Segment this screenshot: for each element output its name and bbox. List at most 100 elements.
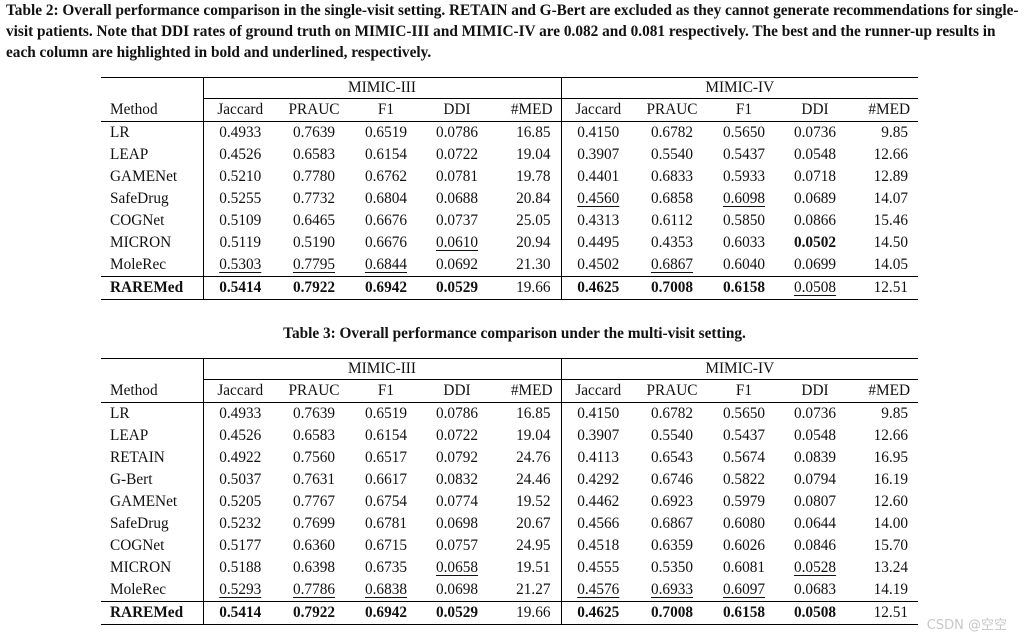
value-cell: 0.7922 <box>277 601 351 625</box>
value-cell: 0.3907 <box>560 425 635 447</box>
value-cell: 0.5303 <box>202 254 277 277</box>
value-cell: 14.07 <box>873 190 909 207</box>
value-cell: 0.6026 <box>722 537 766 554</box>
value-cell: 0.5822 <box>722 471 766 488</box>
value-cell: 0.5037 <box>202 469 277 491</box>
value-cell: 0.6838 <box>364 581 408 598</box>
value-cell: 16.19 <box>873 471 909 488</box>
value-cell: 0.6517 <box>364 449 408 466</box>
value-cell: 0.0794 <box>793 471 837 488</box>
value-cell: 12.89 <box>873 168 909 185</box>
value-cell: 0.0529 <box>421 601 493 625</box>
value-cell: 0.6676 <box>364 234 408 251</box>
value-cell: 0.5293 <box>202 579 277 602</box>
column-header: F1 <box>351 98 421 122</box>
value-cell: 0.6519 <box>364 405 408 422</box>
method-cell: MoleRec <box>110 581 167 598</box>
value-cell: 19.66 <box>493 601 561 625</box>
csdn-watermark: CSDN @空空 <box>926 618 1007 633</box>
value-cell: 0.7922 <box>277 276 351 300</box>
value-cell: 0.4526 <box>202 144 277 166</box>
value-cell: 0.6158 <box>709 601 779 625</box>
value-cell: 0.6519 <box>364 124 408 141</box>
value-cell: 20.67 <box>516 515 551 532</box>
value-cell: 0.4625 <box>560 601 635 625</box>
value-cell: 0.4555 <box>560 557 635 579</box>
value-cell: 15.46 <box>873 212 909 229</box>
value-cell: 0.6097 <box>722 581 766 598</box>
value-cell: 0.0781 <box>435 168 479 185</box>
value-cell: 12.60 <box>873 493 909 510</box>
value-cell: 0.0737 <box>435 212 479 229</box>
value-cell: 0.4292 <box>560 469 635 491</box>
value-cell: 0.0792 <box>435 449 479 466</box>
value-cell: 0.5540 <box>650 146 694 163</box>
value-cell: 0.5650 <box>722 124 766 141</box>
value-cell: 0.0722 <box>435 427 479 444</box>
value-cell: 0.0502 <box>793 234 837 251</box>
table3-caption: Table 3: Overall performance comparison … <box>283 325 746 342</box>
column-header: DDI <box>779 379 851 403</box>
column-header: PRAUC <box>635 379 709 403</box>
table-row: RETAIN 0.4922 0.7560 0.6517 0.0792 24.76 0.411… <box>101 447 918 469</box>
value-cell: 0.6923 <box>650 493 694 510</box>
value-cell: 0.5414 <box>202 601 277 625</box>
value-cell: 0.6033 <box>722 234 766 251</box>
value-cell: 0.5674 <box>722 449 766 466</box>
value-cell: 0.6154 <box>364 427 408 444</box>
method-cell: COGNet <box>110 537 165 554</box>
value-cell: 19.04 <box>516 146 551 163</box>
value-cell: 0.5119 <box>202 232 277 254</box>
value-cell: 0.6867 <box>650 256 694 273</box>
value-cell: 0.6359 <box>650 537 694 554</box>
value-cell: 0.6804 <box>364 190 408 207</box>
table-row: RAREMed 0.5414 0.7922 0.6942 0.0529 19.66 0.46… <box>101 601 919 625</box>
value-cell: 0.7560 <box>292 449 336 466</box>
value-cell: 12.51 <box>851 276 919 300</box>
value-cell: 0.4113 <box>560 447 635 469</box>
table-row: SafeDrug 0.5232 0.7699 0.6781 0.0698 20.67 0.4… <box>101 513 918 535</box>
value-cell: 0.5540 <box>650 427 694 444</box>
value-cell: 24.95 <box>516 537 551 554</box>
value-cell: 0.5177 <box>202 535 277 557</box>
column-header: Jaccard <box>560 98 635 122</box>
value-cell: 0.4401 <box>560 166 635 188</box>
value-cell: 0.6735 <box>364 559 408 576</box>
method-cell: G-Bert <box>110 471 153 488</box>
value-cell: 0.6858 <box>650 190 694 207</box>
value-cell: 19.04 <box>516 427 551 444</box>
value-cell: 0.7008 <box>635 601 709 625</box>
column-header: PRAUC <box>277 379 351 403</box>
method-cell: MoleRec <box>110 256 167 273</box>
value-cell: 0.6781 <box>364 515 408 532</box>
column-header: DDI <box>421 98 493 122</box>
value-cell: 0.6833 <box>650 168 694 185</box>
method-cell: LEAP <box>110 427 149 444</box>
table-row: SafeDrug 0.5255 0.7732 0.6804 0.0688 20.84 0.4… <box>101 188 918 210</box>
method-cell: GAMENet <box>110 493 178 510</box>
value-cell: 0.6782 <box>650 405 694 422</box>
value-cell: 13.24 <box>873 559 909 576</box>
value-cell: 0.6715 <box>364 537 408 554</box>
value-cell: 0.5850 <box>722 212 766 229</box>
value-cell: 0.7732 <box>292 190 336 207</box>
value-cell: 0.0698 <box>435 581 479 598</box>
value-cell: 0.0832 <box>435 471 479 488</box>
value-cell: 0.6081 <box>722 559 766 576</box>
value-cell: 0.0683 <box>793 581 837 598</box>
method-cell: COGNet <box>110 212 165 229</box>
value-cell: 0.6933 <box>650 581 694 598</box>
value-cell: 0.4313 <box>560 210 635 232</box>
column-header: DDI <box>421 379 493 403</box>
value-cell: 0.0508 <box>779 276 851 300</box>
value-cell: 0.0718 <box>793 168 837 185</box>
value-cell: 0.5190 <box>292 234 336 251</box>
value-cell: 0.5979 <box>722 493 766 510</box>
value-cell: 0.4922 <box>202 447 277 469</box>
group-header: MIMIC-III <box>202 358 561 380</box>
value-cell: 0.0786 <box>435 405 479 422</box>
value-cell: 0.5188 <box>202 557 277 579</box>
value-cell: 0.7699 <box>292 515 336 532</box>
value-cell: 0.5255 <box>202 188 277 210</box>
value-cell: 0.0722 <box>435 146 479 163</box>
